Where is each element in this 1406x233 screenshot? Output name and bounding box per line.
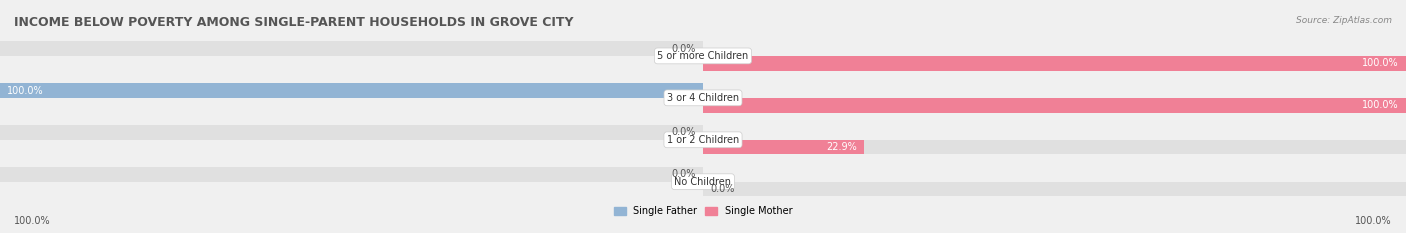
Text: 0.0%: 0.0% [710,184,734,194]
Text: 100.0%: 100.0% [7,86,44,96]
Text: 3 or 4 Children: 3 or 4 Children [666,93,740,103]
Text: No Children: No Children [675,177,731,187]
Text: 100.0%: 100.0% [14,216,51,226]
Bar [703,98,1406,113]
Bar [703,56,1406,71]
Text: INCOME BELOW POVERTY AMONG SINGLE-PARENT HOUSEHOLDS IN GROVE CITY: INCOME BELOW POVERTY AMONG SINGLE-PARENT… [14,16,574,29]
Bar [0,41,703,56]
Text: 0.0%: 0.0% [672,44,696,54]
Text: 5 or more Children: 5 or more Children [658,51,748,61]
Bar [703,182,1406,196]
Text: 100.0%: 100.0% [1362,100,1399,110]
Text: 22.9%: 22.9% [827,142,858,152]
Text: Source: ZipAtlas.com: Source: ZipAtlas.com [1296,16,1392,25]
Bar [703,98,1406,113]
Text: 100.0%: 100.0% [1362,58,1399,68]
Text: 1 or 2 Children: 1 or 2 Children [666,135,740,145]
Bar [703,140,863,154]
Bar [703,56,1406,71]
Text: 100.0%: 100.0% [1355,216,1392,226]
Bar [0,83,703,98]
Legend: Single Father, Single Mother: Single Father, Single Mother [614,206,792,216]
Text: 0.0%: 0.0% [672,127,696,137]
Bar [0,125,703,140]
Text: 0.0%: 0.0% [672,169,696,179]
Bar [0,83,703,98]
Bar [703,140,1406,154]
Bar [0,167,703,182]
